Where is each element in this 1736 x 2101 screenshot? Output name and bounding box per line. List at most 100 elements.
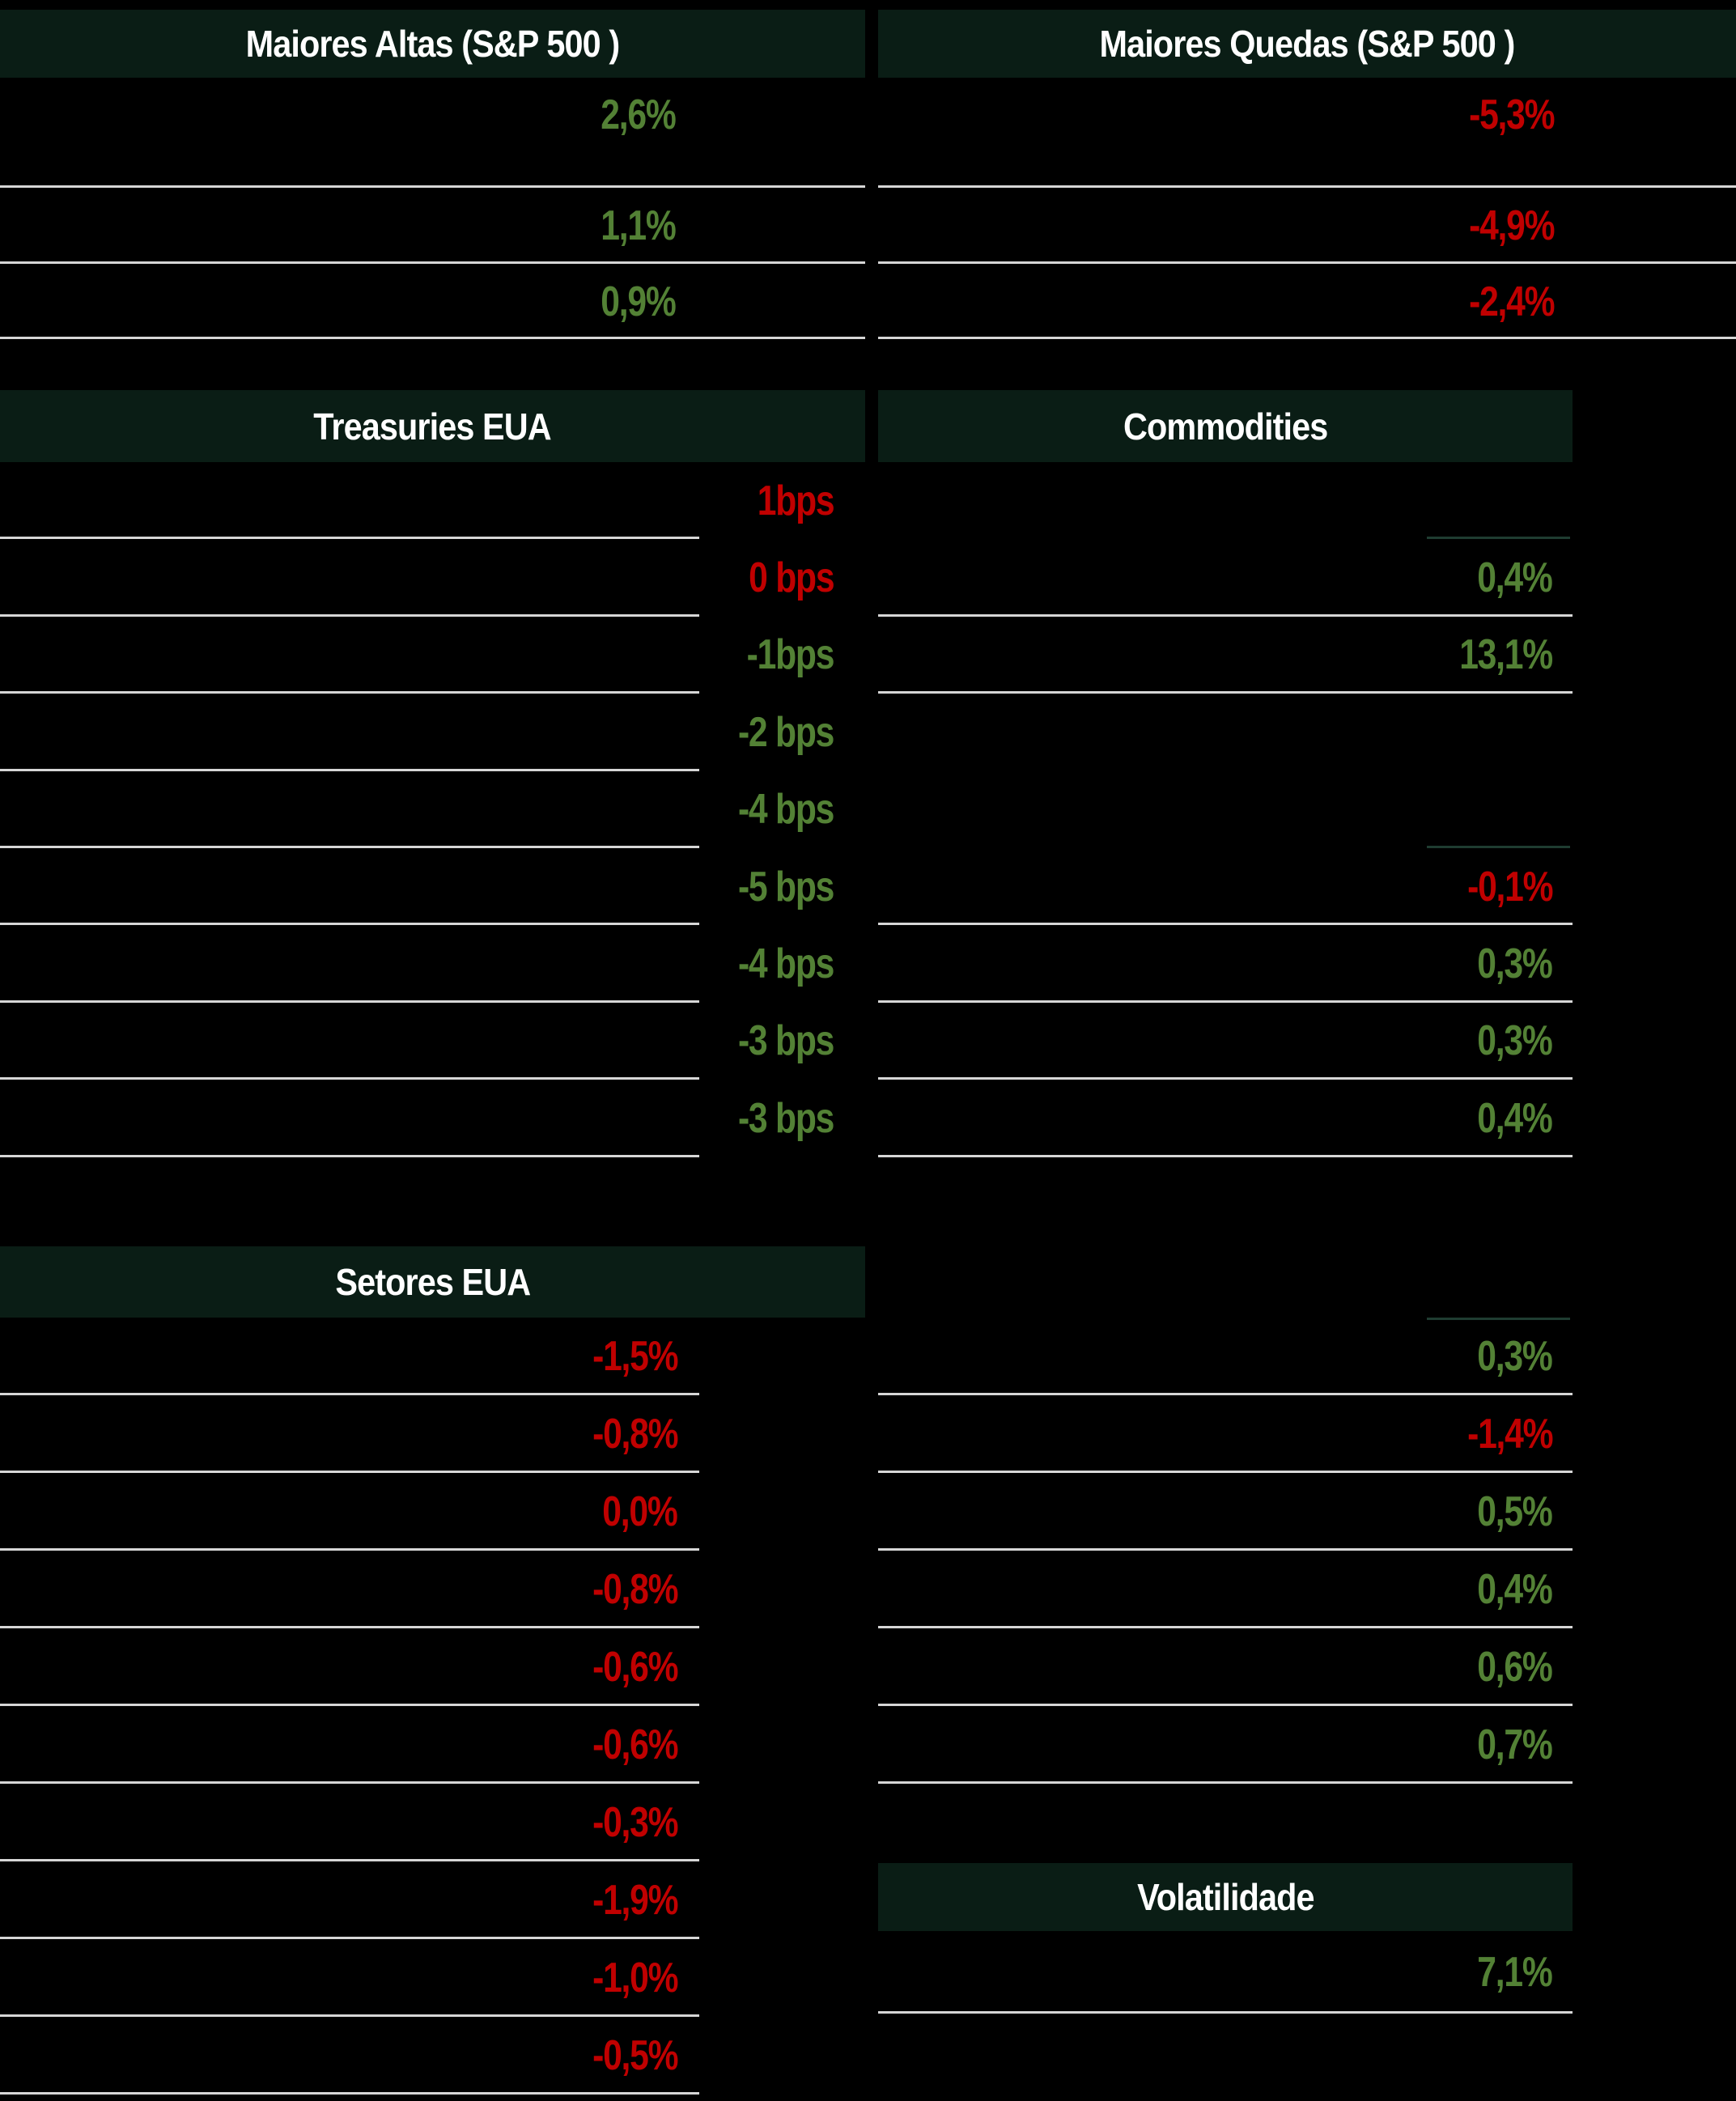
table-row: 0,7% [878, 1706, 1573, 1784]
table-row: -0,5% [0, 2017, 865, 2095]
pct-value: -5,3% [1468, 91, 1555, 138]
pct-value: 0 bps [748, 554, 834, 602]
separator-line [0, 337, 865, 339]
pct-value: -3 bps [737, 1094, 834, 1142]
table-row: -3 bps [0, 1080, 865, 1157]
table-row: -5,3% [878, 78, 1736, 188]
table-row: -1bps [0, 617, 865, 694]
table-row: 0,9% [0, 264, 865, 339]
table-row: -4,9% [878, 188, 1736, 264]
table-row: -0,8% [0, 1551, 865, 1628]
pct-value: -2,4% [1468, 278, 1555, 325]
table-row: -1,4% [878, 1395, 1573, 1473]
table-header: Maiores Quedas (S&P 500 ) [878, 10, 1736, 78]
pct-value: 0,7% [1477, 1721, 1554, 1768]
table-row [878, 694, 1573, 770]
separator-line [878, 185, 1736, 188]
pct-value: -1bps [746, 631, 834, 679]
pct-value: 0,4% [1477, 1566, 1554, 1613]
separator-line [878, 337, 1736, 339]
separator-line [878, 923, 1573, 926]
pct-value: -0,8% [592, 1411, 678, 1458]
table-row: -4 bps [0, 771, 865, 848]
pct-value: -0,6% [592, 1721, 678, 1768]
pct-value: 1,1% [601, 202, 677, 249]
separator-line [0, 1626, 699, 1628]
table-row: -0,8% [0, 1395, 865, 1473]
table-row: 0,5% [878, 1473, 1573, 1551]
separator-line [0, 1859, 699, 1861]
separator-line [1427, 537, 1570, 540]
table-title: Maiores Quedas (S&P 500 ) [1099, 23, 1516, 65]
maiores-altas-table: Maiores Altas (S&P 500 ) 2,6% 1,1% 0,9% [0, 10, 865, 339]
pct-value: -0,3% [592, 1799, 678, 1846]
pct-value: 0,3% [1477, 1333, 1554, 1380]
pct-value: -0,5% [592, 2032, 678, 2079]
pct-value: 13,1% [1459, 631, 1553, 679]
table-row: 0,4% [878, 1551, 1573, 1628]
separator-line [878, 261, 1736, 264]
table-row [878, 462, 1573, 540]
separator-line [0, 1548, 699, 1551]
separator-line [1427, 845, 1570, 848]
pct-value: -4 bps [737, 786, 834, 834]
table-row [878, 771, 1573, 848]
pct-value: 0,9% [601, 278, 677, 325]
pct-value: -5 bps [737, 863, 834, 910]
pct-value: -0,1% [1466, 863, 1553, 910]
table-row: 0,3% [878, 925, 1573, 1003]
table-title: Setores EUA [335, 1261, 531, 1303]
table-title: Volatilidade [1136, 1876, 1314, 1918]
pct-value: 2,6% [601, 91, 677, 138]
table-row: 0,4% [878, 1080, 1573, 1157]
table-header: Setores EUA [0, 1246, 865, 1318]
separator-line [878, 1781, 1573, 1784]
separator-line [0, 261, 865, 264]
setores-eua-table: Setores EUA -1,5% -0,8% 0,0% -0,8% -0,6% -0,6%… [0, 1246, 865, 2095]
table-row: -0,6% [0, 1706, 865, 1784]
separator-line [878, 613, 1573, 617]
separator-line [878, 2011, 1573, 2014]
table-row: 0,4% [878, 539, 1573, 617]
commodities-table-continued: 0,3% -1,4% 0,5% 0,4% 0,6% 0,7% [878, 1318, 1573, 1784]
table-row: -5 bps [0, 848, 865, 926]
pct-value: 0,4% [1477, 1094, 1554, 1142]
pct-value: 0,5% [1477, 1488, 1554, 1535]
pct-value: 0,4% [1477, 554, 1554, 602]
table-row: 0,6% [878, 1628, 1573, 1706]
pct-value: -2 bps [737, 708, 834, 756]
separator-line [878, 1000, 1573, 1003]
table-row: -0,3% [0, 1784, 865, 1861]
volatilidade-table: Volatilidade 7,1% [878, 1863, 1573, 2014]
table-row: -2 bps [0, 694, 865, 771]
table-row: 1,1% [0, 188, 865, 264]
separator-line [0, 1704, 699, 1706]
pct-value: -4,9% [1468, 202, 1555, 249]
table-row: -1,0% [0, 1939, 865, 2017]
table-row: -1,5% [0, 1318, 865, 1395]
table-row: -0,6% [0, 1628, 865, 1706]
separator-line [878, 1077, 1573, 1080]
table-row: 2,6% [0, 78, 865, 188]
table-row: 13,1% [878, 617, 1573, 694]
separator-line [0, 613, 699, 617]
table-title: Commodities [1123, 405, 1328, 448]
separator-line [0, 2092, 699, 2095]
pct-value: -3 bps [737, 1017, 834, 1065]
table-row: -2,4% [878, 264, 1736, 339]
separator-line [0, 691, 699, 694]
pct-value: -1,9% [592, 1877, 678, 1924]
table-header: Treasuries EUA [0, 390, 865, 462]
pct-value: -0,6% [592, 1644, 678, 1691]
separator-line [878, 691, 1573, 694]
pct-value: 1bps [757, 477, 834, 524]
table-row: -0,1% [878, 848, 1573, 926]
separator-line [878, 1626, 1573, 1628]
table-row: 0 bps [0, 539, 865, 617]
separator-line [878, 1704, 1573, 1706]
pct-value: 0,3% [1477, 1017, 1554, 1065]
table-row: 0,3% [878, 1003, 1573, 1080]
pct-value: -1,5% [592, 1333, 678, 1380]
separator-line [878, 1548, 1573, 1551]
